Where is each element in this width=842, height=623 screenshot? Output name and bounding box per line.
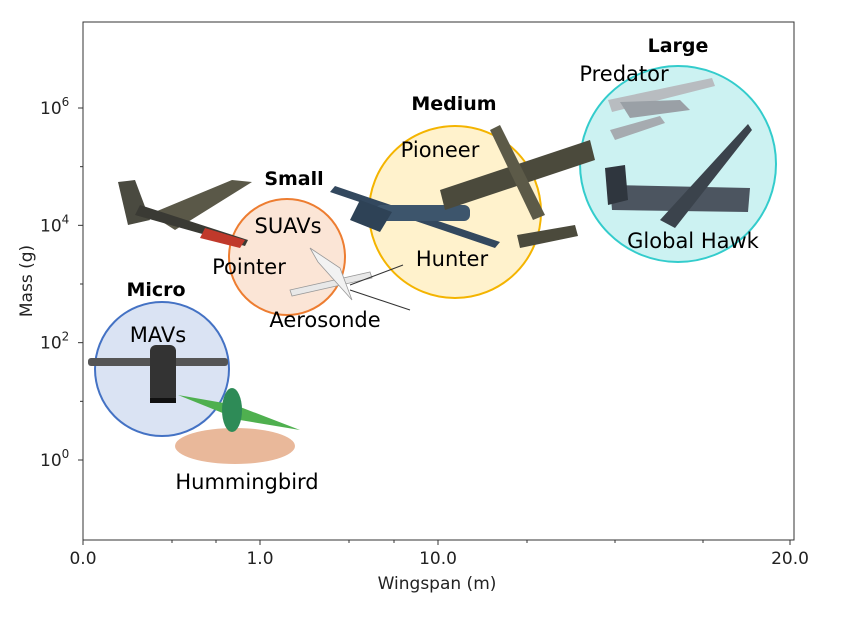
example-label-pioneer: Pioneer <box>401 138 480 162</box>
hummingbird-picture <box>175 388 300 464</box>
x-axis-label: Wingspan (m) <box>378 574 497 594</box>
example-label-hummingbird: Hummingbird <box>175 470 318 494</box>
bubble-layer <box>94 65 777 437</box>
category-label-medium: Medium <box>411 93 496 115</box>
aerosonde-aircraft-picture <box>289 247 411 311</box>
y-axis-label: Mass (g) <box>17 245 37 317</box>
x-tick-label: 10.0 <box>419 549 457 569</box>
category-label-micro: Micro <box>126 279 185 301</box>
y-axis: 100 102 104 106 <box>40 95 83 471</box>
x-tick-label: 0.0 <box>69 549 96 569</box>
group-label-mavs: MAVs <box>130 323 186 347</box>
y-tick-label: 106 <box>40 95 69 119</box>
y-tick-label: 104 <box>40 212 69 236</box>
pointer-aircraft-picture <box>118 180 252 248</box>
example-label-global-hawk: Global Hawk <box>627 229 759 253</box>
x-axis: 0.0 1.0 10.0 20.0 <box>69 540 809 569</box>
example-label-predator: Predator <box>579 62 669 86</box>
aircraft-illustrations <box>88 78 752 464</box>
group-label-suavs: SUAVs <box>254 214 321 238</box>
category-label-small: Small <box>264 168 323 190</box>
mav-aircraft-picture <box>88 345 228 403</box>
x-tick-label: 20.0 <box>771 549 809 569</box>
category-labels: Micro Small Medium Large <box>126 35 708 301</box>
pioneer-aircraft-picture <box>440 125 595 248</box>
example-labels: MAVs SUAVs Hummingbird Pointer Aerosonde… <box>130 62 760 494</box>
y-tick-label: 102 <box>40 330 69 354</box>
y-tick-label: 100 <box>40 447 69 471</box>
example-label-pointer: Pointer <box>212 255 286 279</box>
predator-aircraft-picture <box>608 78 715 140</box>
example-label-hunter: Hunter <box>416 247 489 271</box>
x-tick-label: 1.0 <box>246 549 273 569</box>
category-label-large: Large <box>648 35 709 57</box>
example-label-aerosonde: Aerosonde <box>269 308 380 332</box>
global-hawk-aircraft-picture <box>605 124 752 228</box>
